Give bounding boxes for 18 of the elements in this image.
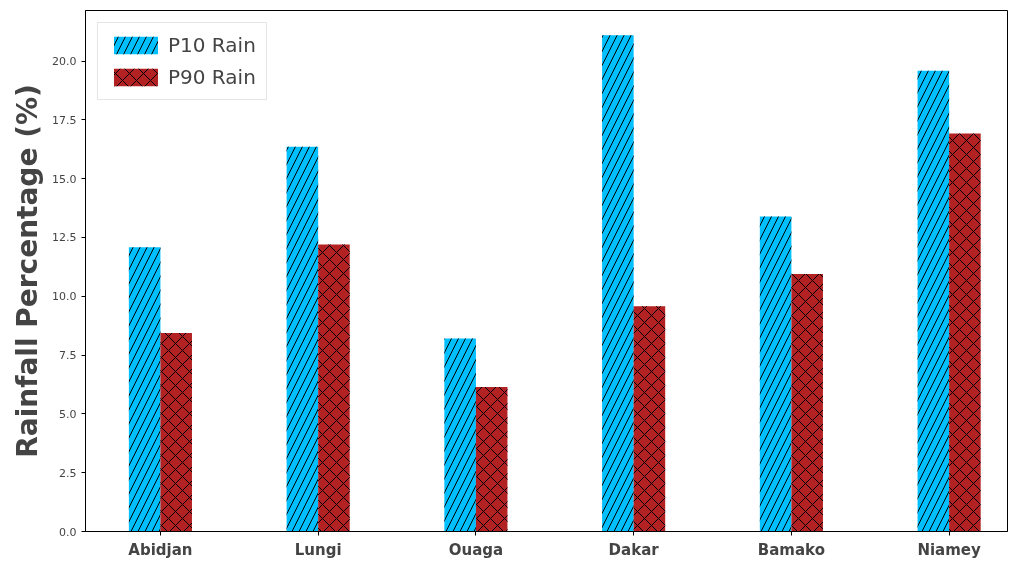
y-tick-label: 7.5 [59, 349, 77, 363]
y-tick-label: 15.0 [52, 172, 77, 186]
y-axis-title: Rainfall Percentage (%) [11, 84, 45, 458]
x-tick-label: Dakar [608, 540, 660, 559]
y-tick-label: 2.5 [59, 466, 77, 480]
x-tick-label: Bamako [757, 540, 825, 559]
legend-label: P90 Rain [168, 65, 256, 89]
y-tick-label: 0.0 [59, 525, 77, 539]
y-tick-label: 10.0 [52, 290, 77, 304]
x-tick-label: Lungi [294, 540, 342, 559]
y-tick-label: 17.5 [52, 113, 77, 127]
y-tick-label: 12.5 [52, 231, 77, 245]
x-tick-label: Ouaga [448, 540, 504, 559]
y-tick-label: 20.0 [52, 55, 77, 69]
legend-label: P10 Rain [168, 33, 256, 57]
x-tick-label: Niamey [917, 540, 982, 559]
x-tick-label: Abidjan [128, 540, 193, 559]
y-tick-label: 5.0 [59, 407, 77, 421]
